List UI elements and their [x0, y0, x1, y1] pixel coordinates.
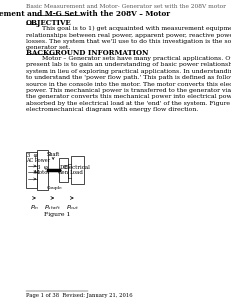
Text: $P_{out}$: $P_{out}$: [66, 203, 79, 212]
Text: $P_{in}$: $P_{in}$: [30, 203, 39, 212]
Text: AC Power: AC Power: [27, 158, 51, 163]
FancyBboxPatch shape: [36, 150, 48, 190]
Text: Electrical
Load: Electrical Load: [64, 165, 90, 176]
Text: OBJECTIVE: OBJECTIVE: [26, 19, 71, 27]
FancyBboxPatch shape: [26, 152, 36, 188]
Text: $P_{shaft}$: $P_{shaft}$: [44, 203, 61, 212]
Text: This goal is to 1) get acquainted with measurement equipment and 2) experiment w: This goal is to 1) get acquainted with m…: [26, 26, 231, 50]
Text: Figure 1: Figure 1: [44, 212, 70, 217]
FancyBboxPatch shape: [59, 158, 68, 182]
FancyBboxPatch shape: [71, 156, 84, 184]
Text: Motor – Generator sets have many practical applications. Our main interest with : Motor – Generator sets have many practic…: [26, 56, 231, 112]
Text: 3  φ: 3 φ: [27, 153, 37, 158]
Text: Basic Measurement and M-G Set with the 208V – Motor: Basic Measurement and M-G Set with the 2…: [0, 10, 170, 18]
Text: Basic Measurement and Motor- Generator set with the 208V motor: Basic Measurement and Motor- Generator s…: [26, 4, 226, 9]
Text: BACKGROUND INFORMATION: BACKGROUND INFORMATION: [26, 49, 148, 57]
Text: Shaft: Shaft: [46, 152, 60, 157]
Text: 3  φ
Motor: 3 φ Motor: [34, 165, 51, 176]
Text: Couple: Couple: [47, 186, 62, 190]
Text: DC
Gen: DC Gen: [58, 165, 69, 176]
Text: Page 1 of 38  Revised: January 21, 2016: Page 1 of 38 Revised: January 21, 2016: [26, 293, 132, 298]
